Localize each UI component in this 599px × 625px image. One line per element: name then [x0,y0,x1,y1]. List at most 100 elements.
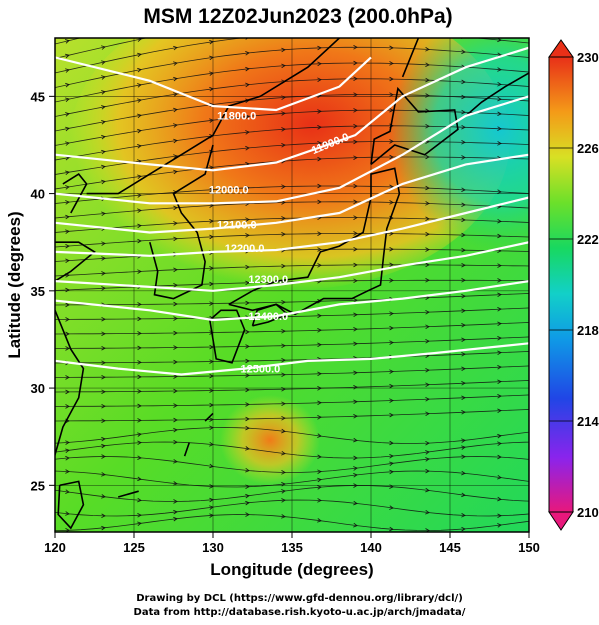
streamline-arrow [461,262,466,268]
streamline [55,38,149,59]
streamline-arrow [281,415,286,421]
streamline-arrow [245,344,250,349]
streamline-arrow [65,346,70,351]
streamline-arrow [101,164,106,170]
streamline-arrow [461,202,466,208]
streamline-arrow [317,199,322,205]
streamline-arrow [65,375,70,380]
streamline-arrow [353,327,358,332]
streamline-arrow [389,383,394,389]
height-contour-label: 12500.0 [241,364,281,376]
streamline [55,485,529,502]
height-contour-label: 12100.0 [217,220,257,232]
streamline-arrow [317,469,322,474]
streamline-arrow [137,83,142,88]
streamline-arrow [497,141,502,146]
streamline-arrow [173,499,178,504]
streamline-arrow [497,365,502,370]
streamline-arrow [317,485,322,490]
streamline-arrow [389,61,394,66]
streamline-arrow [64,53,70,59]
streamline [55,351,529,364]
streamline-arrow [101,345,106,351]
streamline-arrow [389,440,394,446]
streamline-arrow [353,483,358,488]
streamline [55,248,529,262]
streamline-arrow [281,450,286,456]
height-contours: 11800.011900.012000.012100.012200.012300… [55,46,529,376]
streamline-arrow [65,302,70,308]
streamline-arrow [101,403,106,409]
streamline-arrow [245,145,250,151]
streamline-arrow [353,414,358,419]
colorbar-ticks: 230 226 222 218 214 210 [549,50,599,520]
streamline-arrow [461,323,466,328]
streamline-arrow [137,374,142,380]
streamline-arrow [101,134,106,140]
streamline-arrow [317,231,322,236]
x-tick-label: 140 [360,540,382,555]
streamline-arrow [353,455,358,461]
streamline-arrow [65,97,70,103]
streamline-arrow [101,31,105,35]
streamline-arrow [425,231,430,237]
coastline [57,480,85,530]
streamline-arrow [209,441,214,447]
streamline-arrow [353,155,358,160]
streamline-arrow [353,278,358,284]
streamline-arrow [101,513,106,519]
streamline-arrow [101,454,106,459]
streamline-arrow [461,140,466,145]
streamline-arrow [461,395,466,401]
streamline-arrow [497,8,501,12]
streamline-arrow [461,337,466,343]
streamline-arrow [389,311,394,316]
streamline-arrow [425,509,430,515]
streamline-arrow [281,343,286,349]
credit-data: Data from http://database.rish.kyoto-u.a… [133,607,466,618]
streamline-arrow [389,278,394,283]
streamline-arrow [137,193,142,198]
streamline-arrow [461,94,466,100]
streamline-arrow [137,269,142,274]
streamline-arrow [101,75,106,80]
streamline-arrow [173,267,178,273]
streamline-arrow [209,219,214,224]
streamline-arrow [101,389,106,394]
streamline-arrow [245,467,250,473]
streamline-arrow [461,5,465,9]
streamline-arrow [209,281,214,287]
streamline-arrow [461,49,466,54]
streamline-arrow [137,52,142,58]
height-contour-line [55,56,372,112]
plot-area: 11800.011900.012000.012100.012200.012300… [55,5,529,532]
streamline-arrow [317,454,322,460]
streamline-arrow [353,466,358,471]
streamline-arrow [461,109,466,115]
streamline-arrow [281,127,286,132]
streamline-arrow [497,126,502,131]
streamline-arrow [245,82,250,88]
streamline-arrow [389,139,394,144]
streamline-arrow [497,233,502,239]
streamline-arrow [389,526,394,532]
streamline-arrow [209,497,214,503]
streamline-arrow [173,107,178,113]
streamline-arrow [245,402,250,407]
streamline-arrow [281,386,286,392]
streamline-arrow [461,513,466,518]
streamline-arrow [101,60,106,65]
streamline-arrow [173,31,177,35]
height-contour-line [55,196,529,257]
x-tick-label: 150 [518,540,540,555]
streamline-arrow [317,30,321,34]
streamline-arrow [425,440,430,446]
streamline [55,470,529,488]
streamline-arrow [425,278,430,283]
streamline-arrow [65,200,70,205]
colorbar-tick-label: 222 [577,232,599,247]
streamline-arrow [245,114,250,119]
streamline-arrow [317,518,322,523]
streamline-arrow [281,428,286,434]
streamline-arrow [209,86,214,92]
